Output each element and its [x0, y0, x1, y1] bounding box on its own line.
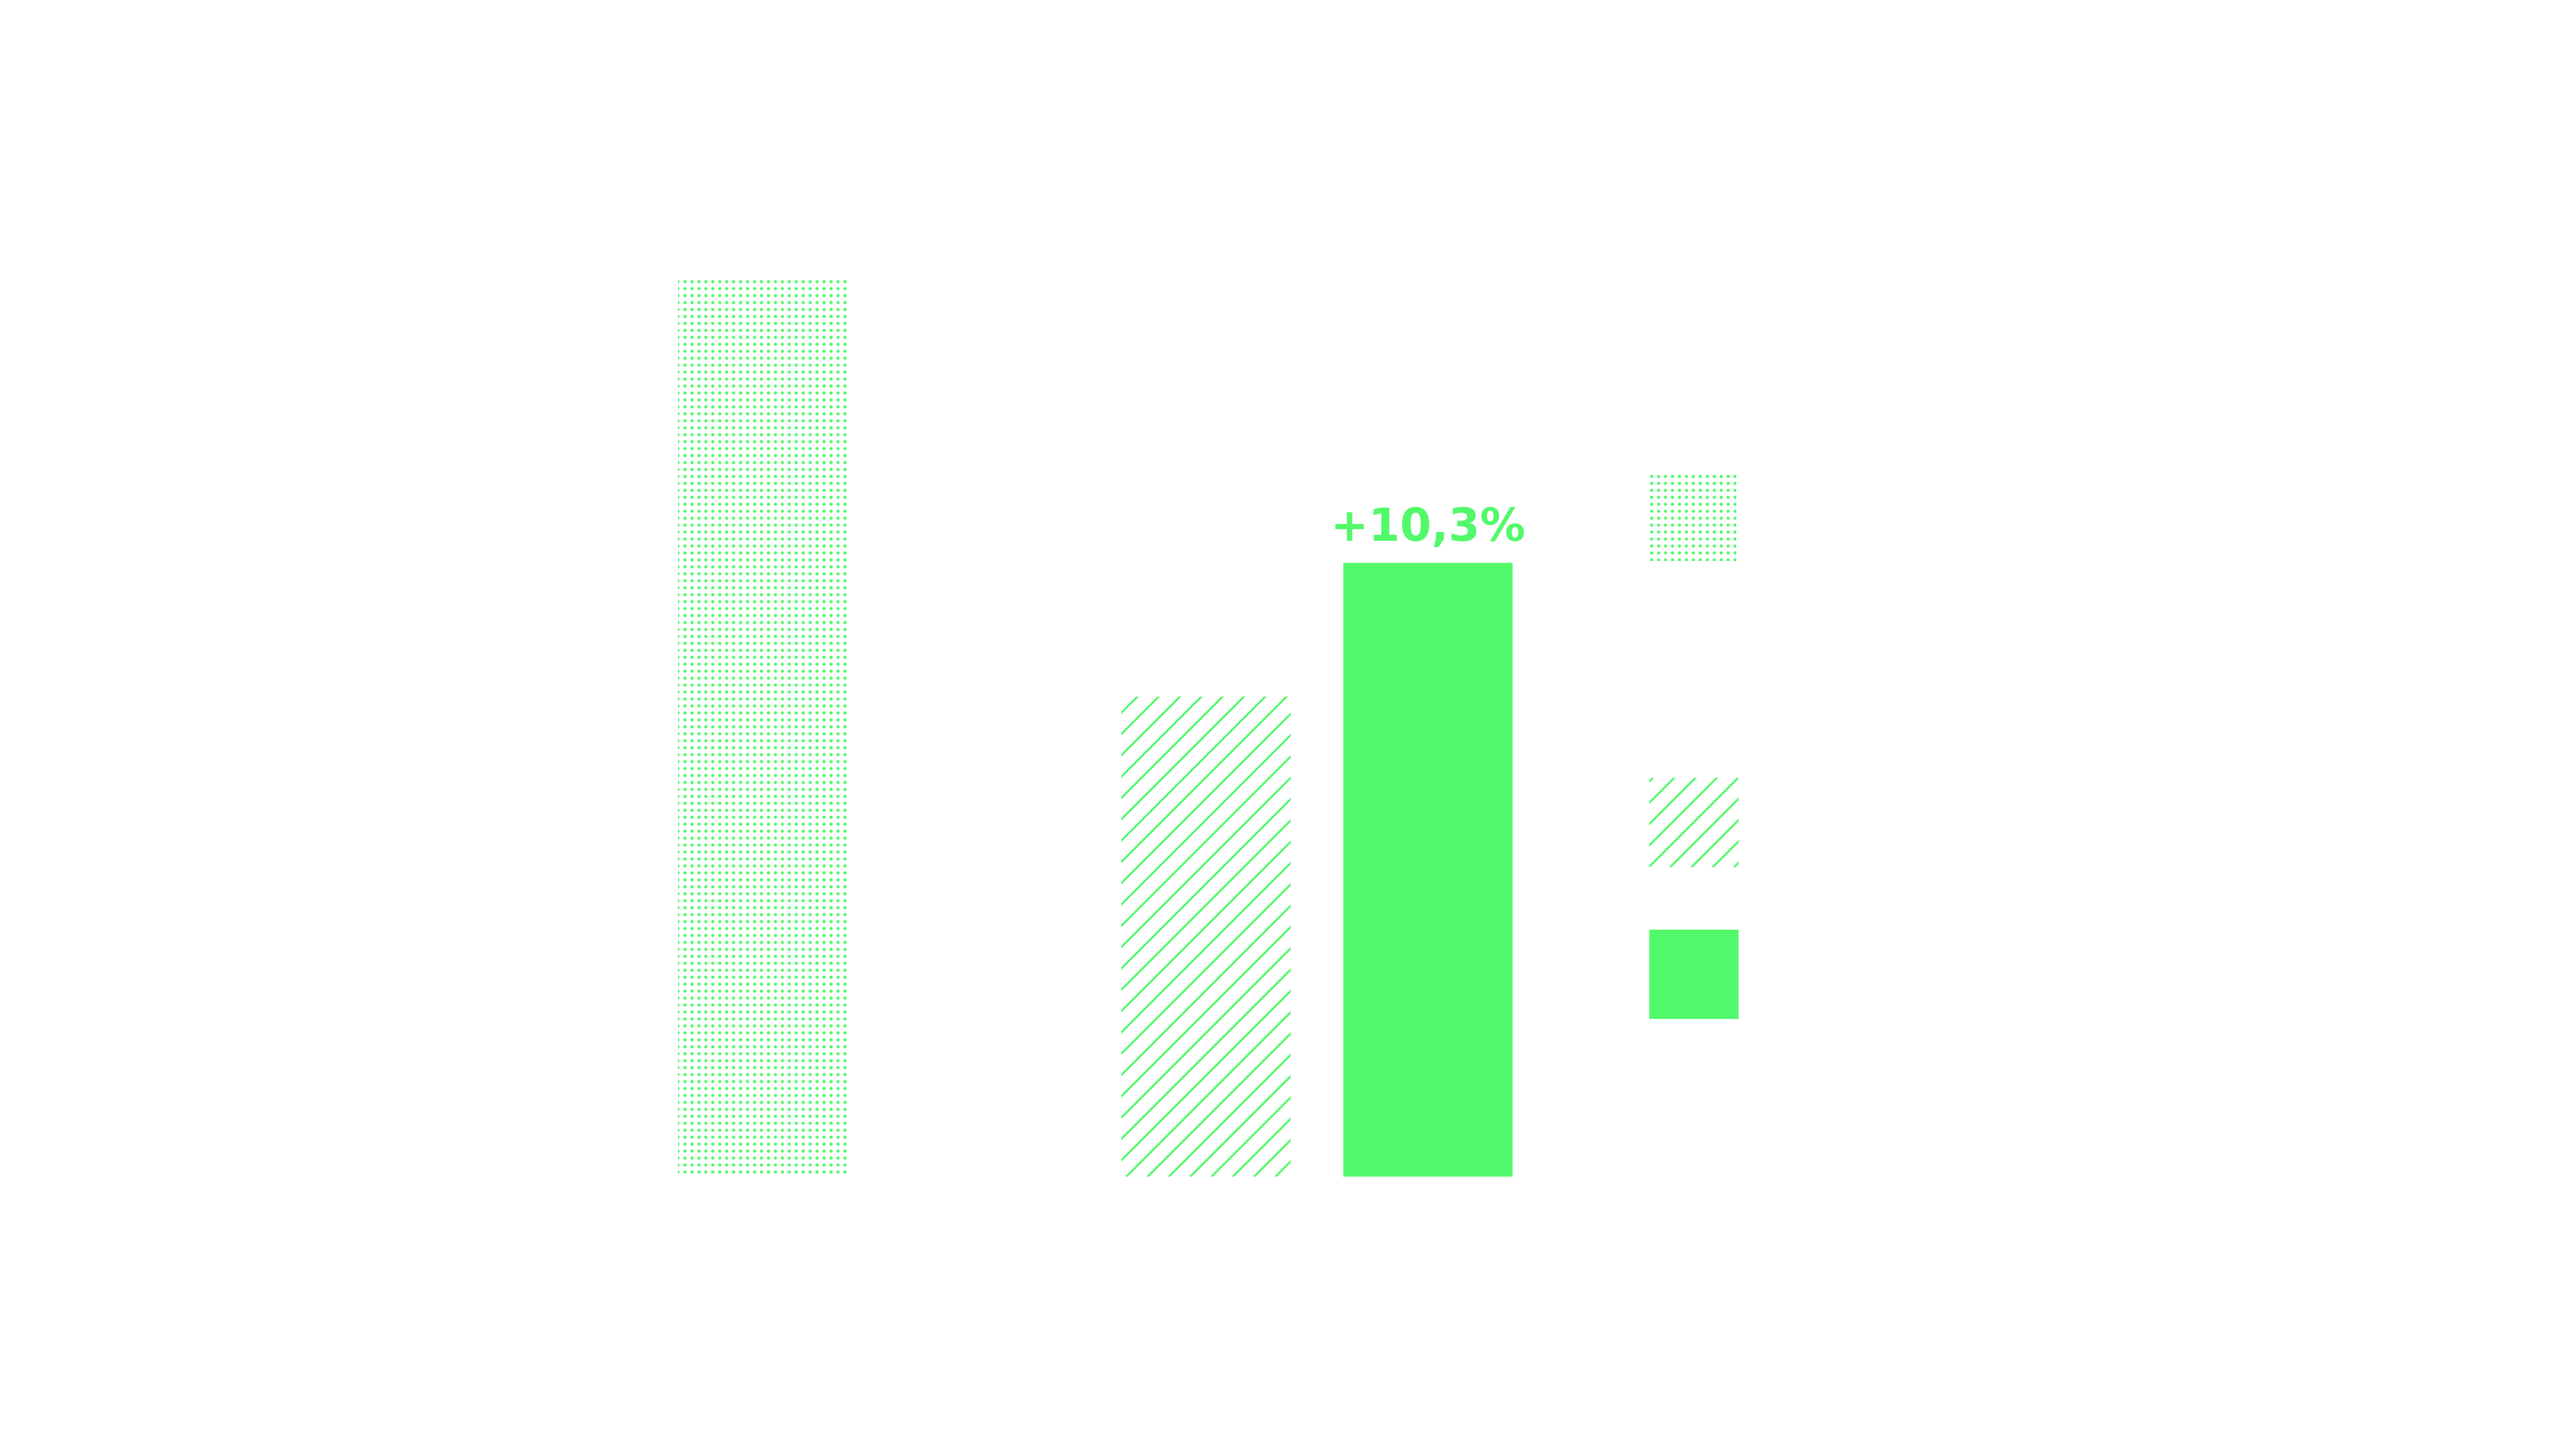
- bars-layer: [678, 279, 1513, 1177]
- bar-diagonal-hatch-1: [1121, 696, 1291, 1177]
- bar-solid-1: [1343, 563, 1513, 1177]
- legend-swatch-diagonal-hatch: [1649, 778, 1739, 867]
- data-labels-layer: +10,3%: [1331, 500, 1525, 552]
- legend-swatch-solid: [1649, 930, 1739, 1019]
- bar-data-label: +10,3%: [1331, 500, 1525, 552]
- bar-dotted-0: [678, 279, 847, 1177]
- legend: [1649, 474, 1739, 1019]
- legend-swatch-dotted: [1649, 474, 1736, 561]
